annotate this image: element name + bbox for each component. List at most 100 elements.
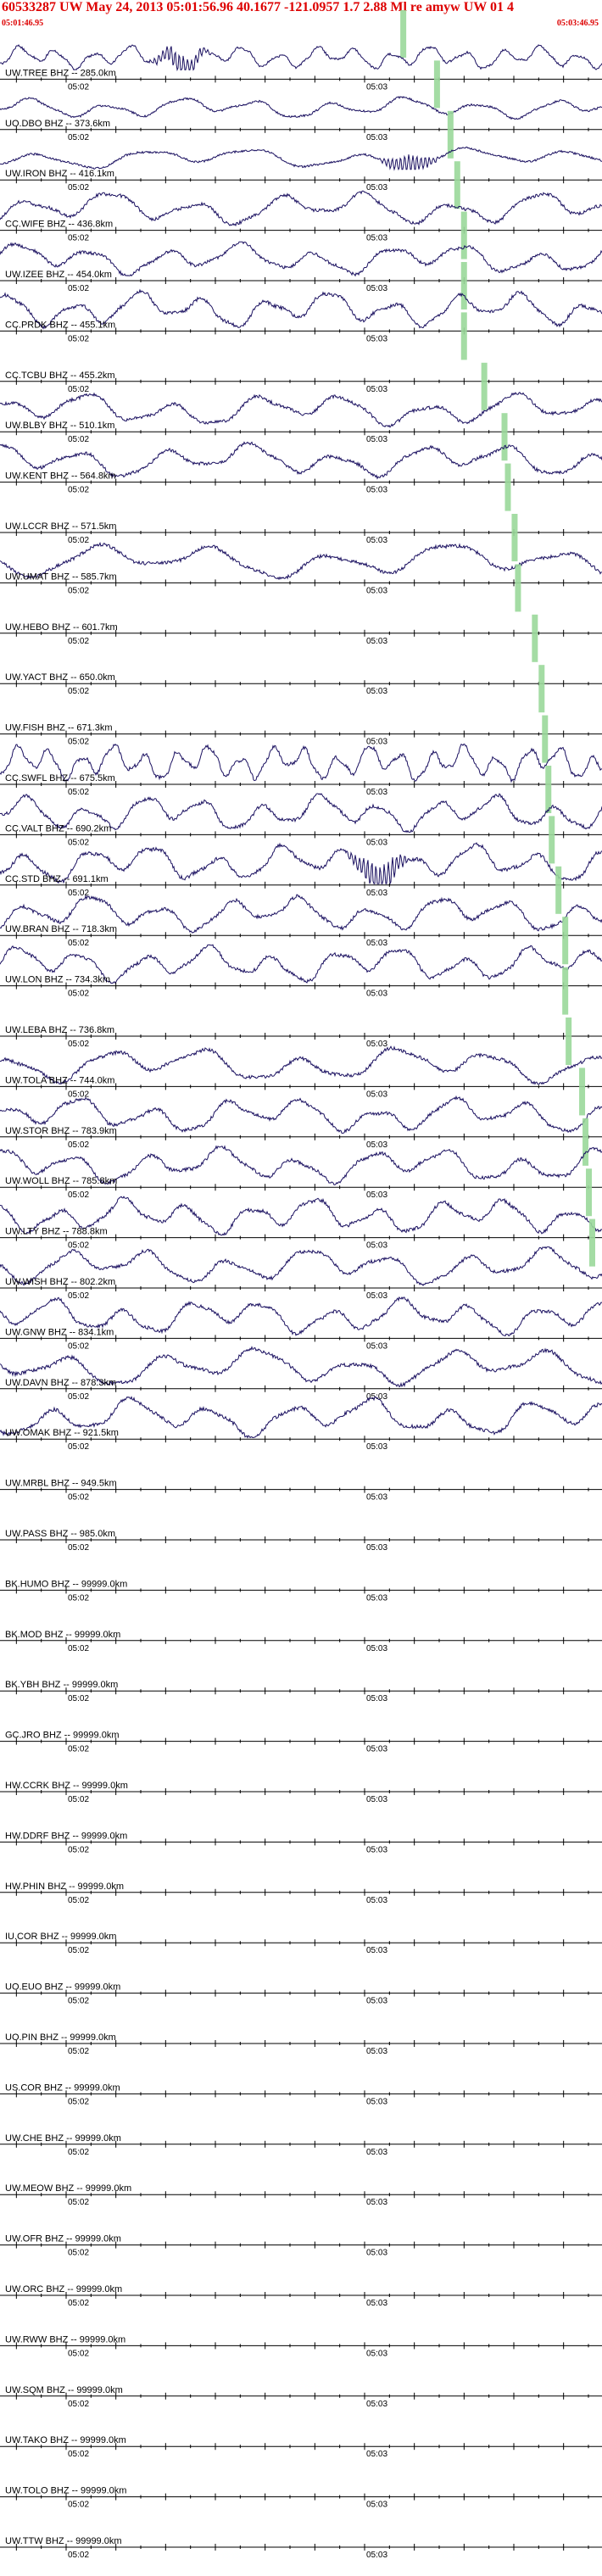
pick-marker bbox=[460, 262, 467, 309]
minute-tick-label: 05:03 bbox=[366, 889, 387, 898]
station-label: UW.KENT BHZ -- 564.8km bbox=[5, 471, 116, 482]
minute-tick-label: 05:02 bbox=[68, 2400, 89, 2409]
station-label: UW.OFR BHZ -- 99999.0km bbox=[5, 2234, 121, 2244]
minute-tick-label: 05:02 bbox=[68, 1845, 89, 1854]
station-label: HW.PHIN BHZ -- 99999.0km bbox=[5, 1882, 124, 1892]
station-label: UW.TTW BHZ -- 99999.0km bbox=[5, 2536, 122, 2546]
waveform-trace bbox=[0, 146, 602, 171]
minute-tick-label: 05:03 bbox=[366, 939, 387, 948]
pick-marker bbox=[542, 715, 549, 763]
station-label: CC.TCBU BHZ -- 455.2km bbox=[5, 371, 115, 381]
minute-tick-label: 05:02 bbox=[68, 486, 89, 495]
minute-tick-label: 05:03 bbox=[366, 1946, 387, 1955]
minute-tick-label: 05:02 bbox=[68, 2097, 89, 2106]
waveform-trace bbox=[0, 1145, 602, 1185]
minute-tick-label: 05:02 bbox=[68, 334, 89, 343]
minute-tick-label: 05:02 bbox=[68, 2198, 89, 2207]
station-label: UW.MRBL BHZ -- 949.5km bbox=[5, 1479, 117, 1489]
minute-tick-label: 05:02 bbox=[68, 1997, 89, 2006]
station-label: BK.HUMO BHZ -- 99999.0km bbox=[5, 1579, 127, 1589]
minute-tick-label: 05:03 bbox=[366, 738, 387, 747]
station-label: UW.WOLL BHZ -- 785.8km bbox=[5, 1176, 117, 1186]
minute-tick-label: 05:03 bbox=[366, 133, 387, 142]
minute-tick-label: 05:03 bbox=[366, 687, 387, 696]
minute-tick-label: 05:02 bbox=[68, 2450, 89, 2459]
waveform-trace bbox=[0, 743, 602, 783]
minute-tick-label: 05:02 bbox=[68, 1644, 89, 1653]
station-label: UW.DAVN BHZ -- 878.3km bbox=[5, 1378, 116, 1388]
minute-tick-label: 05:03 bbox=[366, 2047, 387, 2056]
end-time-label: 05:03:46.95 bbox=[556, 19, 599, 28]
station-label: UW.MEOW BHZ -- 99999.0km bbox=[5, 2183, 131, 2194]
station-label: UW.TOLO BHZ -- 99999.0km bbox=[5, 2486, 126, 2496]
station-label: CC.PRDK BHZ -- 455.1km bbox=[5, 320, 115, 330]
minute-tick-label: 05:02 bbox=[68, 2047, 89, 2056]
minute-tick-label: 05:02 bbox=[68, 738, 89, 747]
station-label: UW.YACT BHZ -- 650.0km bbox=[5, 672, 115, 683]
minute-tick-label: 05:02 bbox=[68, 637, 89, 646]
minute-tick-label: 05:03 bbox=[366, 2198, 387, 2207]
minute-tick-label: 05:02 bbox=[68, 1140, 89, 1150]
pick-marker bbox=[579, 1068, 586, 1116]
minute-tick-label: 05:03 bbox=[366, 1241, 387, 1251]
minute-tick-label: 05:02 bbox=[68, 788, 89, 797]
station-label: UW.LTY BHZ -- 788.8km bbox=[5, 1227, 108, 1237]
station-label: UW.BLBY BHZ -- 510.1km bbox=[5, 421, 114, 431]
minute-tick-label: 05:03 bbox=[366, 234, 387, 243]
station-label: IU.COR BHZ -- 99999.0km bbox=[5, 1932, 116, 1942]
station-label: UW.LEBA BHZ -- 736.8km bbox=[5, 1025, 114, 1035]
minute-tick-label: 05:03 bbox=[366, 1543, 387, 1553]
minute-tick-label: 05:02 bbox=[68, 939, 89, 948]
minute-tick-label: 05:02 bbox=[68, 1291, 89, 1301]
waveform-trace bbox=[0, 1045, 602, 1085]
minute-tick-label: 05:03 bbox=[366, 838, 387, 847]
minute-tick-label: 05:02 bbox=[68, 889, 89, 898]
minute-tick-label: 05:02 bbox=[68, 133, 89, 142]
minute-tick-label: 05:03 bbox=[366, 385, 387, 394]
minute-tick-label: 05:02 bbox=[68, 435, 89, 444]
minute-tick-label: 05:03 bbox=[366, 637, 387, 646]
minute-tick-label: 05:03 bbox=[366, 284, 387, 293]
minute-tick-label: 05:03 bbox=[366, 1694, 387, 1703]
pick-marker bbox=[582, 1118, 589, 1166]
minute-tick-label: 05:03 bbox=[366, 536, 387, 545]
minute-tick-label: 05:03 bbox=[366, 1291, 387, 1301]
pick-marker bbox=[586, 1168, 593, 1217]
plot-header: 60533287 UW May 24, 2013 05:01:56.96 40.… bbox=[0, 0, 602, 34]
minute-tick-label: 05:02 bbox=[68, 284, 89, 293]
minute-tick-label: 05:02 bbox=[68, 183, 89, 192]
station-label: UO.EUO BHZ -- 99999.0km bbox=[5, 1982, 120, 1993]
station-label: UW.IZEE BHZ -- 454.0km bbox=[5, 270, 112, 280]
pick-marker bbox=[447, 110, 454, 159]
station-label: UW.PASS BHZ -- 985.0km bbox=[5, 1529, 115, 1539]
minute-tick-label: 05:03 bbox=[366, 1040, 387, 1049]
station-label: HW.CCRK BHZ -- 99999.0km bbox=[5, 1781, 128, 1791]
minute-tick-label: 05:02 bbox=[68, 1593, 89, 1603]
waveform-trace bbox=[0, 391, 602, 428]
pick-marker bbox=[504, 463, 511, 511]
station-label: CC.WIFE BHZ -- 436.8km bbox=[5, 220, 113, 230]
minute-tick-label: 05:03 bbox=[366, 2249, 387, 2258]
pick-marker bbox=[454, 161, 460, 209]
minute-tick-label: 05:03 bbox=[366, 2349, 387, 2358]
pick-marker bbox=[460, 312, 467, 360]
pick-marker bbox=[515, 564, 521, 612]
minute-tick-label: 05:02 bbox=[68, 2148, 89, 2157]
pick-marker bbox=[433, 60, 440, 109]
pick-marker bbox=[460, 211, 467, 259]
pick-marker bbox=[400, 10, 407, 58]
minute-tick-label: 05:02 bbox=[68, 1745, 89, 1754]
station-label: UO.PIN BHZ -- 99999.0km bbox=[5, 2032, 116, 2043]
station-label: HW.DDRF BHZ -- 99999.0km bbox=[5, 1831, 127, 1841]
minute-tick-label: 05:03 bbox=[366, 183, 387, 192]
station-label: UW.WISH BHZ -- 802.2km bbox=[5, 1277, 115, 1287]
minute-tick-label: 05:03 bbox=[366, 1997, 387, 2006]
station-label: GC.JRO BHZ -- 99999.0km bbox=[5, 1731, 119, 1741]
minute-tick-label: 05:02 bbox=[68, 1090, 89, 1099]
minute-tick-label: 05:02 bbox=[68, 1694, 89, 1703]
minute-tick-label: 05:03 bbox=[366, 1745, 387, 1754]
pick-marker bbox=[501, 413, 508, 461]
station-label: UW.HEBO BHZ -- 601.7km bbox=[5, 622, 118, 633]
minute-tick-label: 05:03 bbox=[366, 1090, 387, 1099]
